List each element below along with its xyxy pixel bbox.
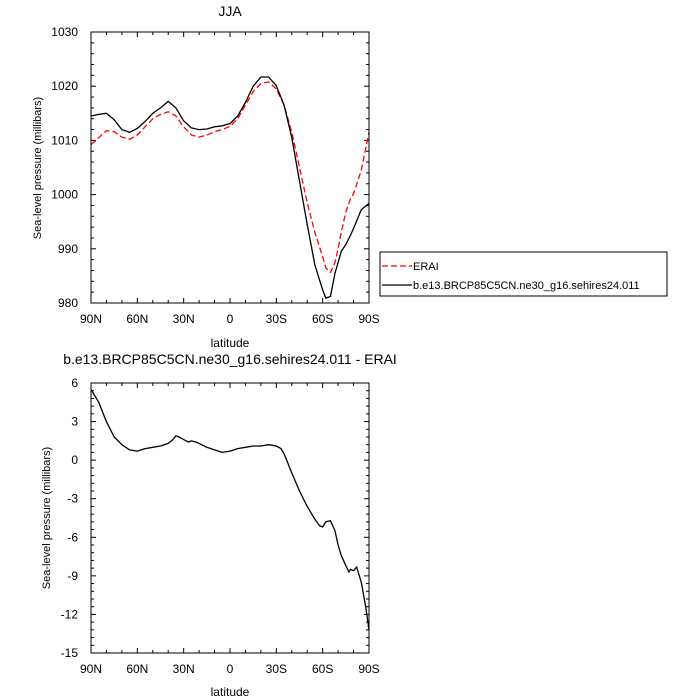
top-y-tick-label: 1000	[51, 188, 78, 202]
legend-box	[379, 251, 668, 297]
top-chart: JJA Sea-level pressure (millibars) latit…	[32, 3, 380, 350]
legend: ERAI b.e13.BRCP85C5CN.ne30_g16.sehires24…	[379, 251, 668, 297]
bottom-y-tick-label: -15	[61, 646, 79, 660]
top-y-tick-label: 1030	[51, 25, 78, 39]
top-y-tick-label: 1010	[51, 133, 78, 147]
top-chart-plot-frame	[90, 31, 370, 304]
top-chart-xlabel: latitude	[211, 336, 250, 350]
bottom-x-tick-label: 60N	[126, 662, 148, 676]
legend-label-erai: ERAI	[413, 261, 439, 273]
top-chart-lines	[90, 76, 370, 299]
bottom-x-tick-label: 30N	[173, 662, 195, 676]
bottom-chart-ylabel: Sea-level pressure (millibars)	[41, 447, 53, 589]
bottom-y-tick-label: 3	[71, 415, 78, 429]
top-x-tick-label: 90S	[358, 312, 379, 326]
bottom-chart-title: b.e13.BRCP85C5CN.ne30_g16.sehires24.011 …	[63, 351, 397, 367]
top-chart-title: JJA	[218, 3, 242, 19]
top-chart-ticks: 90N 60N 30N 0 30S 60S 90S 980 990 1000 1010 1020 103…	[51, 25, 379, 326]
top-series-line-0	[90, 81, 370, 274]
bottom-chart: b.e13.BRCP85C5CN.ne30_g16.sehires24.011 …	[41, 351, 397, 699]
legend-label-model: b.e13.BRCP85C5CN.ne30_g16.sehires24.011	[413, 280, 640, 292]
bottom-x-tick-label: 30S	[266, 662, 287, 676]
bottom-chart-plot-frame	[90, 382, 370, 654]
top-y-tick-label: 990	[58, 242, 78, 256]
bottom-y-tick-label: 6	[71, 376, 78, 390]
bottom-y-tick-label: -9	[67, 569, 78, 583]
top-y-tick-label: 1020	[51, 79, 78, 93]
bottom-chart-xlabel: latitude	[211, 685, 250, 699]
top-x-tick-label: 60N	[126, 312, 148, 326]
top-series-line-1	[90, 76, 370, 299]
bottom-x-tick-label: 90N	[80, 662, 102, 676]
bottom-y-tick-label: -6	[67, 530, 78, 544]
bottom-x-tick-label: 0	[227, 662, 234, 676]
bottom-chart-ticks: 90N 60N 30N 0 30S 60S 90S 6 3 0 -3 -6 -9 -12 -15	[61, 376, 380, 676]
top-x-tick-label: 0	[227, 312, 234, 326]
bottom-y-tick-label: 0	[71, 453, 78, 467]
top-y-tick-label: 980	[58, 296, 78, 310]
top-x-tick-label: 30S	[266, 312, 287, 326]
top-x-tick-label: 90N	[80, 312, 102, 326]
bottom-y-tick-label: -12	[61, 607, 79, 621]
bottom-chart-lines	[90, 389, 370, 630]
top-x-tick-label: 30N	[173, 312, 195, 326]
top-chart-ylabel: Sea-level pressure (millibars)	[32, 97, 44, 239]
top-x-tick-label: 60S	[312, 312, 333, 326]
bottom-series-line-0	[90, 389, 370, 630]
bottom-x-tick-label: 60S	[312, 662, 333, 676]
bottom-y-tick-label: -3	[67, 492, 78, 506]
bottom-x-tick-label: 90S	[358, 662, 379, 676]
